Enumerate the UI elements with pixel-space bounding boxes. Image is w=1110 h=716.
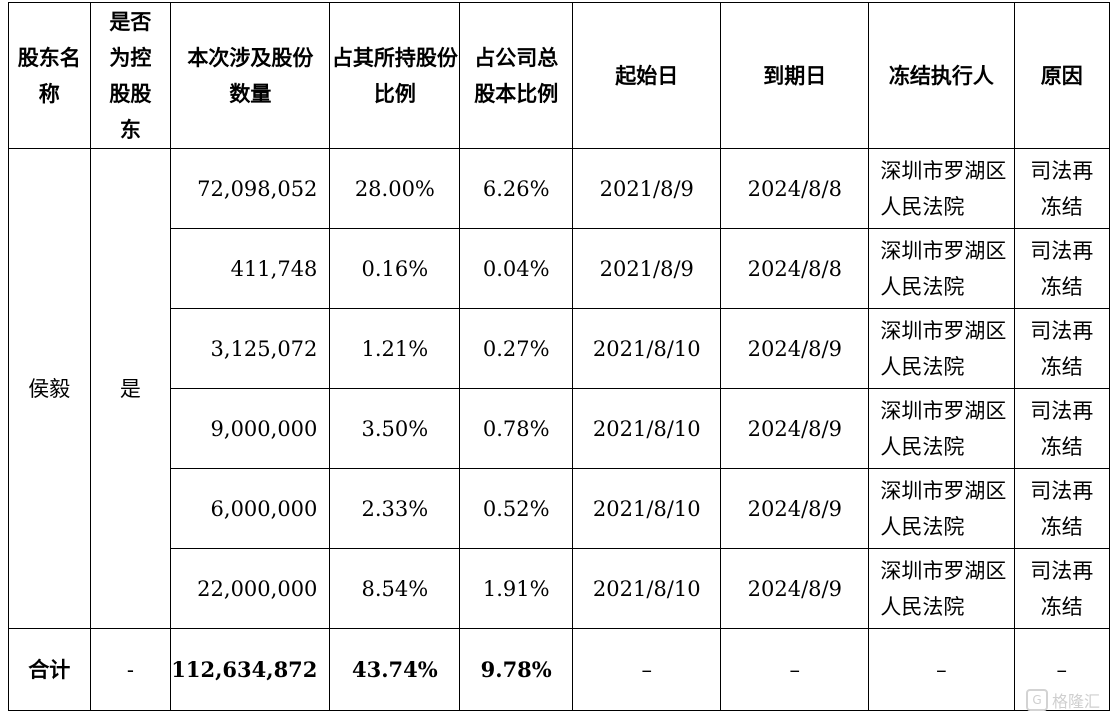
shares-cell: 22,000,000 xyxy=(170,548,331,629)
header-start: 起始日 xyxy=(572,2,722,149)
shares-cell: 72,098,052 xyxy=(170,148,331,229)
table-row: 侯毅是 72,098,052 28.00% 6.26% 2021/8/9 2024/8/8… xyxy=(8,148,1110,629)
start-date-cell: 2021/8/9 xyxy=(572,148,722,229)
end-date-cell: 2024/8/9 xyxy=(720,548,870,629)
shares-cell: 411,748 xyxy=(170,228,331,309)
holder-name-cell: 侯毅 xyxy=(8,148,91,629)
watermark-text: 格隆汇 xyxy=(1051,692,1100,711)
header-controlling: 是否为控股股东 xyxy=(89,2,172,149)
end-date-cell: 2024/8/9 xyxy=(720,308,870,389)
total-pct-total: 9.78% xyxy=(459,628,574,711)
executor-cell: 深圳市罗湖区人民法院 xyxy=(868,308,1015,389)
header-executor: 冻结执行人 xyxy=(868,2,1015,149)
total-reason: – xyxy=(1013,628,1110,711)
table-header-row: 股东名称 是否为控股股东 本次涉及股份数量 占其所持股份比例 占公司总股本比例 … xyxy=(8,2,1110,149)
header-end: 到期日 xyxy=(720,2,870,149)
total-pct-held: 43.74% xyxy=(329,628,461,711)
pct-total-cell: 0.52% xyxy=(459,468,574,549)
reason-cell: 司法再冻结 xyxy=(1013,548,1110,629)
controlling-cell: 是 xyxy=(89,148,172,629)
executor-cell: 深圳市罗湖区人民法院 xyxy=(868,228,1015,309)
start-date-cell: 2021/8/10 xyxy=(572,548,722,629)
reason-cell: 司法再冻结 xyxy=(1013,308,1110,389)
end-date-cell: 2024/8/9 xyxy=(720,468,870,549)
header-holder: 股东名称 xyxy=(8,2,91,149)
start-date-cell: 2021/8/9 xyxy=(572,228,722,309)
pct-total-cell: 0.04% xyxy=(459,228,574,309)
shares-cell: 9,000,000 xyxy=(170,388,331,469)
table-row: 3,125,072 1.21% 0.27% 2021/8/10 2024/8/9 深圳市罗… xyxy=(9,308,1110,389)
table-row: 411,748 0.16% 0.04% 2021/8/9 2024/8/8 深圳市罗湖区人… xyxy=(9,228,1110,309)
end-date-cell: 2024/8/9 xyxy=(720,388,870,469)
pct-total-cell: 0.27% xyxy=(459,308,574,389)
executor-cell: 深圳市罗湖区人民法院 xyxy=(868,468,1015,549)
header-reason: 原因 xyxy=(1013,2,1110,149)
start-date-cell: 2021/8/10 xyxy=(572,468,722,549)
total-executor: – xyxy=(868,628,1015,711)
table-row: 22,000,000 8.54% 1.91% 2021/8/10 2024/8/9 深圳市… xyxy=(9,548,1110,629)
reason-cell: 司法再冻结 xyxy=(1013,388,1110,469)
start-date-cell: 2021/8/10 xyxy=(572,308,722,389)
shares-cell: 6,000,000 xyxy=(170,468,331,549)
share-freeze-table: 股东名称 是否为控股股东 本次涉及股份数量 占其所持股份比例 占公司总股本比例 … xyxy=(8,2,1110,711)
end-date-cell: 2024/8/8 xyxy=(720,228,870,309)
watermark: G 格隆汇 xyxy=(1025,688,1100,712)
reason-cell: 司法再冻结 xyxy=(1013,228,1110,309)
executor-cell: 深圳市罗湖区人民法院 xyxy=(868,148,1015,229)
pct-held-cell: 2.33% xyxy=(329,468,461,549)
header-pct-held: 占其所持股份比例 xyxy=(329,2,461,149)
total-shares: 112,634,872 xyxy=(170,628,331,711)
header-shares: 本次涉及股份数量 xyxy=(170,2,331,149)
total-end: – xyxy=(720,628,870,711)
g-logo-icon: G xyxy=(1025,689,1048,711)
pct-held-cell: 3.50% xyxy=(329,388,461,469)
pct-held-cell: 8.54% xyxy=(329,548,461,629)
total-controlling: - xyxy=(89,628,172,711)
table-row: 9,000,000 3.50% 0.78% 2021/8/10 2024/8/9 深圳市罗… xyxy=(9,388,1110,469)
reason-cell: 司法再冻结 xyxy=(1013,468,1110,549)
end-date-cell: 2024/8/8 xyxy=(720,148,870,229)
table-row: 6,000,000 2.33% 0.52% 2021/8/10 2024/8/9 深圳市罗… xyxy=(9,468,1110,549)
pct-held-cell: 28.00% xyxy=(329,148,461,229)
start-date-cell: 2021/8/10 xyxy=(572,388,722,469)
pct-total-cell: 6.26% xyxy=(459,148,574,229)
total-start: – xyxy=(572,628,722,711)
pct-total-cell: 0.78% xyxy=(459,388,574,469)
total-label: 合计 xyxy=(8,628,91,711)
header-pct-total: 占公司总股本比例 xyxy=(459,2,574,149)
shares-cell: 3,125,072 xyxy=(170,308,331,389)
executor-cell: 深圳市罗湖区人民法院 xyxy=(868,388,1015,469)
reason-cell: 司法再冻结 xyxy=(1013,148,1110,229)
total-row: 合计 - 112,634,872 43.74% 9.78% – – – – xyxy=(8,628,1110,711)
executor-cell: 深圳市罗湖区人民法院 xyxy=(868,548,1015,629)
pct-held-cell: 0.16% xyxy=(329,228,461,309)
pct-held-cell: 1.21% xyxy=(329,308,461,389)
pct-total-cell: 1.91% xyxy=(459,548,574,629)
